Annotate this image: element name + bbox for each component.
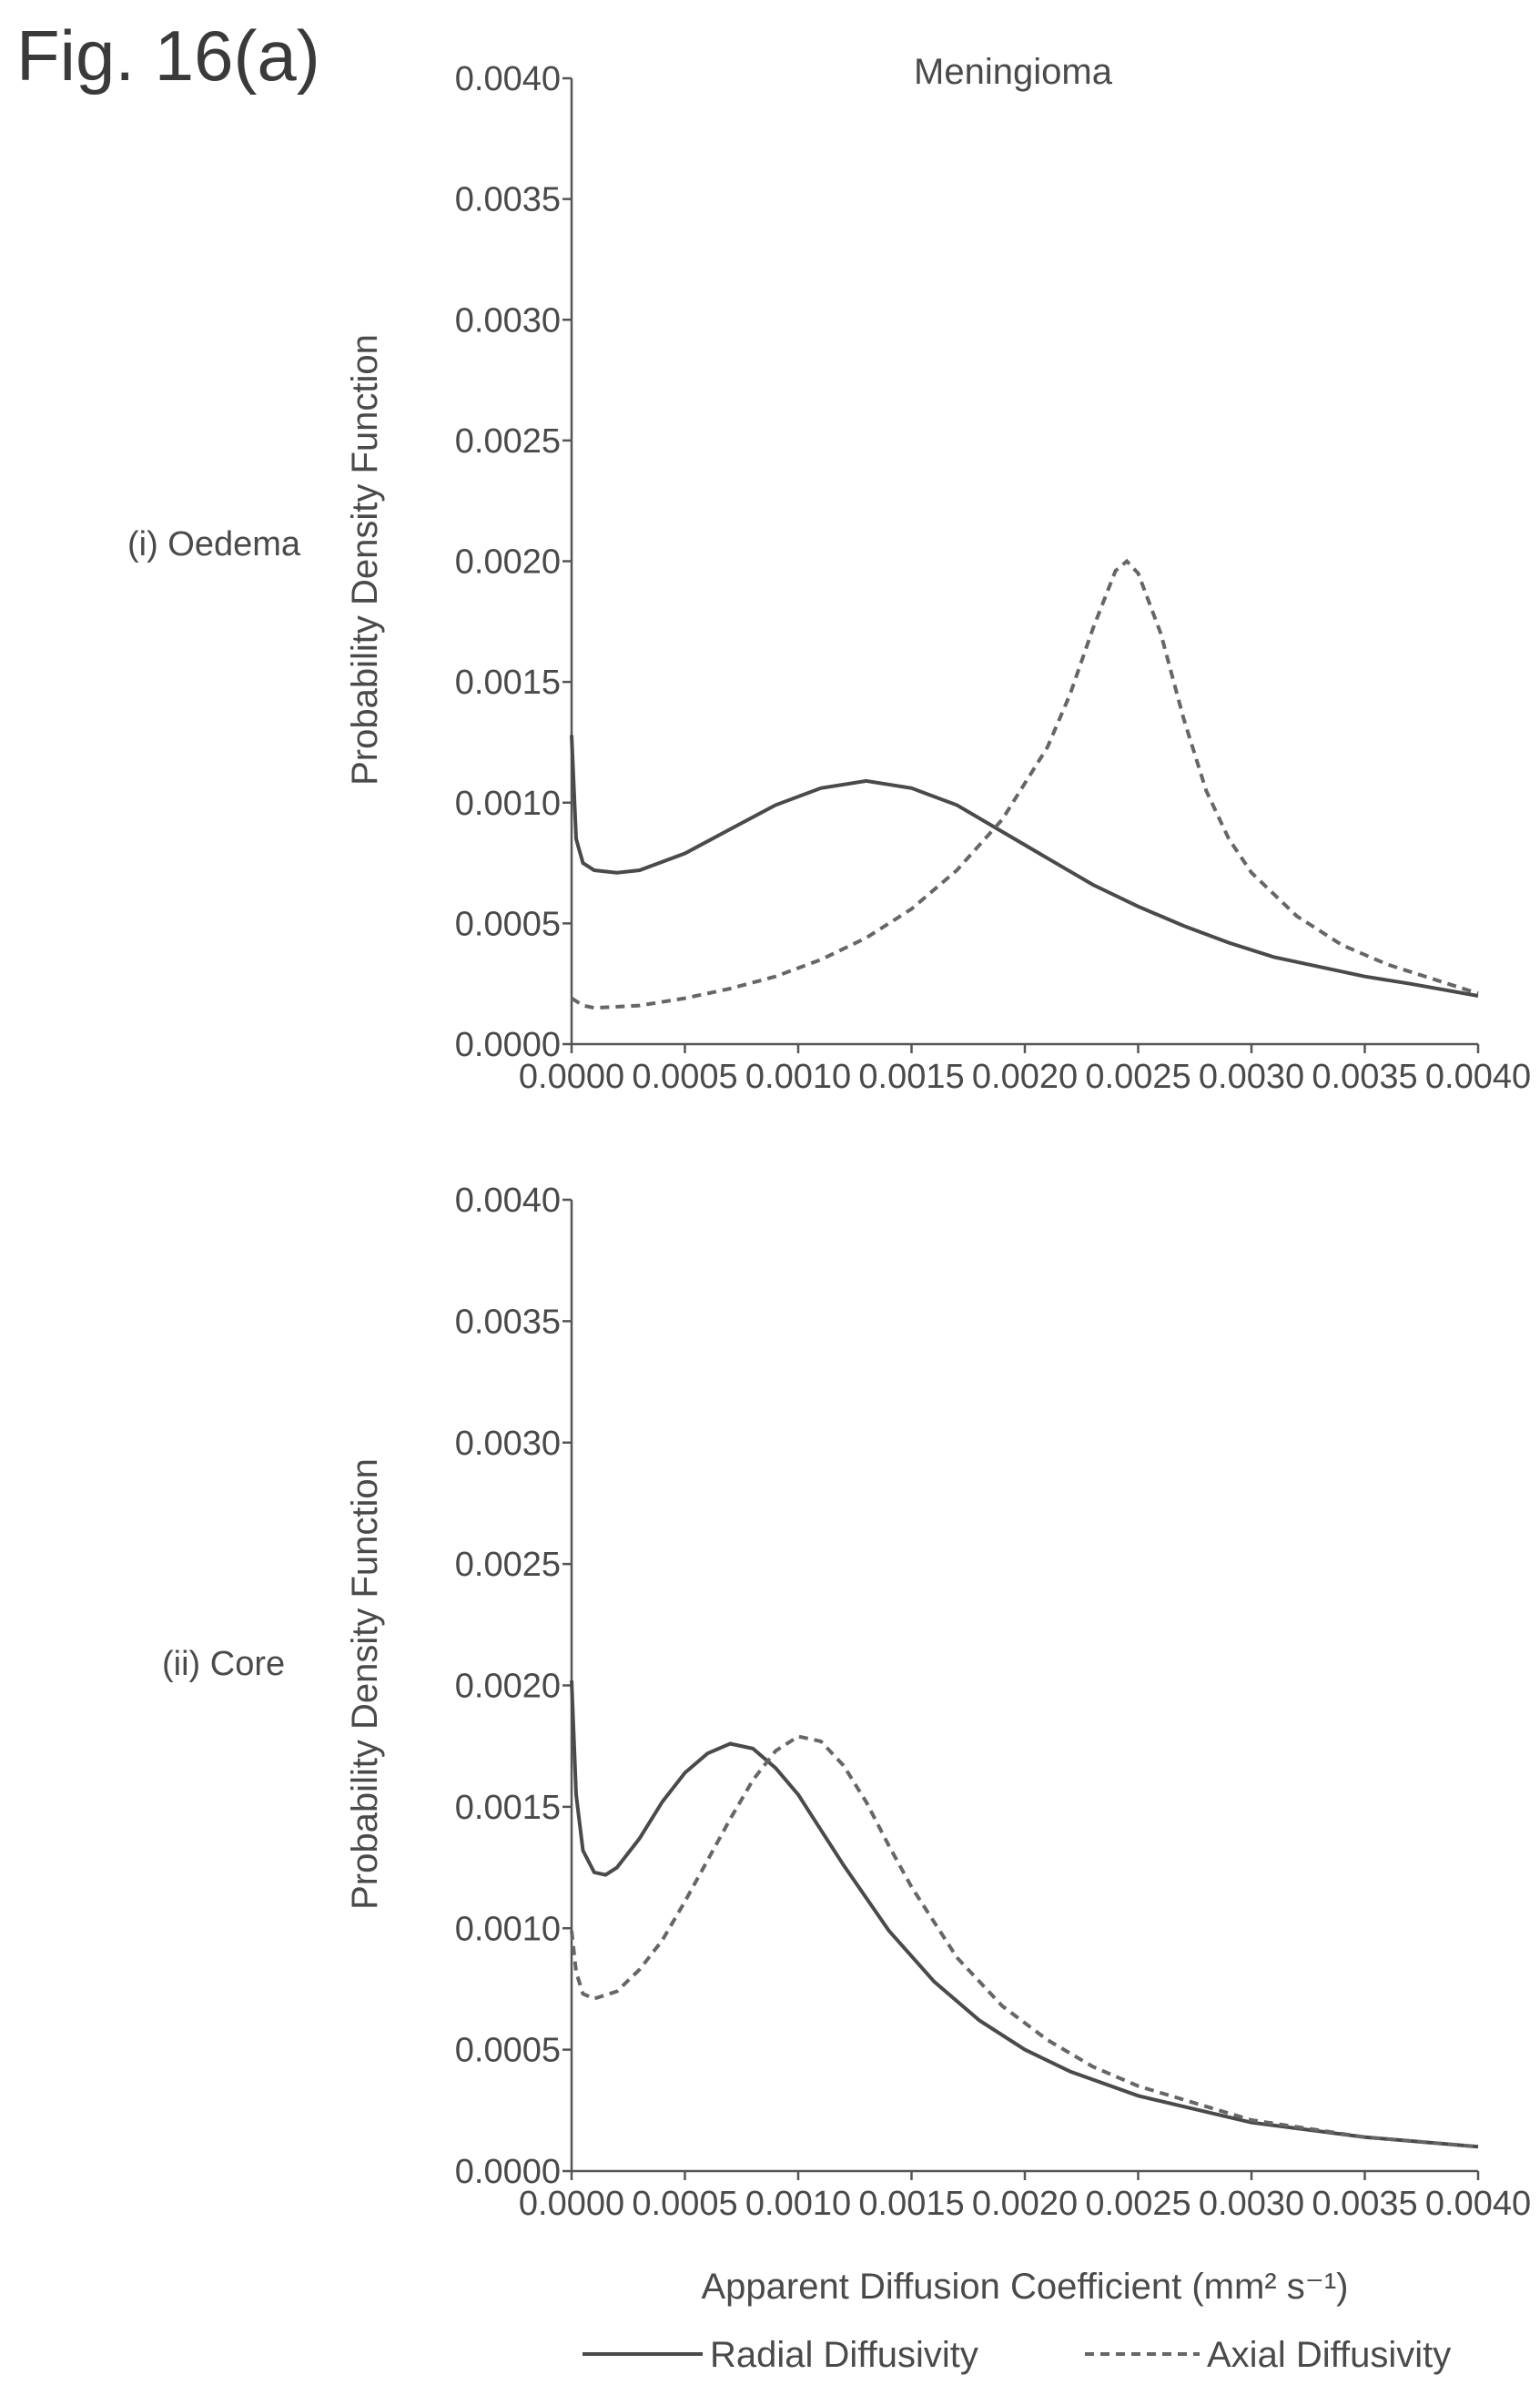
x-tick-label: 0.0000 <box>519 1058 624 1096</box>
y-tick-label: 0.0030 <box>455 301 561 340</box>
y-tick-label: 0.0025 <box>455 1546 561 1584</box>
y-tick-label: 0.0000 <box>455 1026 561 1064</box>
y-tick-label: 0.0005 <box>455 905 561 943</box>
y-axis-title: Probability Density Function <box>345 1458 385 1910</box>
x-tick-label: 0.0010 <box>745 1058 851 1096</box>
x-tick-label: 0.0015 <box>858 1058 964 1096</box>
x-tick-label: 0.0000 <box>519 2185 624 2223</box>
panel-label: (i) Oedema <box>127 525 301 563</box>
x-tick-label: 0.0030 <box>1199 2185 1304 2223</box>
panel-oedema: 0.00000.00050.00100.00150.00200.00250.00… <box>127 60 1531 1096</box>
x-tick-label: 0.0035 <box>1312 1058 1417 1096</box>
y-tick-label: 0.0005 <box>455 2032 561 2070</box>
x-tick-label: 0.0040 <box>1425 1058 1531 1096</box>
legend-radial-label: Radial Diffusivity <box>710 2335 978 2375</box>
y-tick-label: 0.0040 <box>455 60 561 98</box>
y-tick-label: 0.0035 <box>455 181 561 219</box>
panel-label: (ii) Core <box>162 1645 285 1683</box>
y-tick-label: 0.0020 <box>455 1668 561 1706</box>
y-tick-label: 0.0030 <box>455 1425 561 1463</box>
y-tick-label: 0.0020 <box>455 543 561 582</box>
x-tick-label: 0.0015 <box>858 2185 964 2223</box>
series-axial-diffusivity-line <box>570 558 1479 1010</box>
x-tick-label: 0.0025 <box>1085 1058 1190 1096</box>
y-tick-label: 0.0015 <box>455 664 561 702</box>
chart-title: Meningioma <box>914 52 1113 92</box>
x-tick-label: 0.0035 <box>1312 2185 1417 2223</box>
y-axis-title: Probability Density Function <box>345 334 385 786</box>
legend-axial-label: Axial Diffusivity <box>1207 2335 1451 2375</box>
x-tick-label: 0.0005 <box>632 2185 737 2223</box>
y-tick-label: 0.0010 <box>455 785 561 823</box>
series-radial-diffusivity-line <box>570 735 1479 998</box>
y-tick-label: 0.0040 <box>455 1182 561 1220</box>
x-tick-label: 0.0020 <box>972 1058 1078 1096</box>
y-tick-label: 0.0035 <box>455 1303 561 1341</box>
x-tick-label: 0.0020 <box>972 2185 1078 2223</box>
series-axial-diffusivity-line <box>570 1734 1479 2149</box>
x-tick-label: 0.0030 <box>1199 1058 1304 1096</box>
legend: Radial Diffusivity Axial Diffusivity <box>583 2335 1451 2375</box>
panel-core: 0.00000.00050.00100.00150.00200.00250.00… <box>162 1182 1531 2307</box>
x-axis-title: Apparent Diffusion Coefficient (mm² s⁻¹) <box>702 2267 1349 2307</box>
y-tick-label: 0.0010 <box>455 1910 561 1948</box>
y-tick-label: 0.0025 <box>455 422 561 461</box>
y-tick-label: 0.0000 <box>455 2153 561 2191</box>
x-tick-label: 0.0025 <box>1085 2185 1190 2223</box>
y-tick-label: 0.0015 <box>455 1789 561 1827</box>
x-tick-label: 0.0010 <box>745 2185 851 2223</box>
x-tick-label: 0.0005 <box>632 1058 737 1096</box>
figure-label: Fig. 16(a) <box>16 15 320 96</box>
series-radial-diffusivity-line <box>570 1680 1479 2149</box>
x-tick-label: 0.0040 <box>1425 2185 1531 2223</box>
